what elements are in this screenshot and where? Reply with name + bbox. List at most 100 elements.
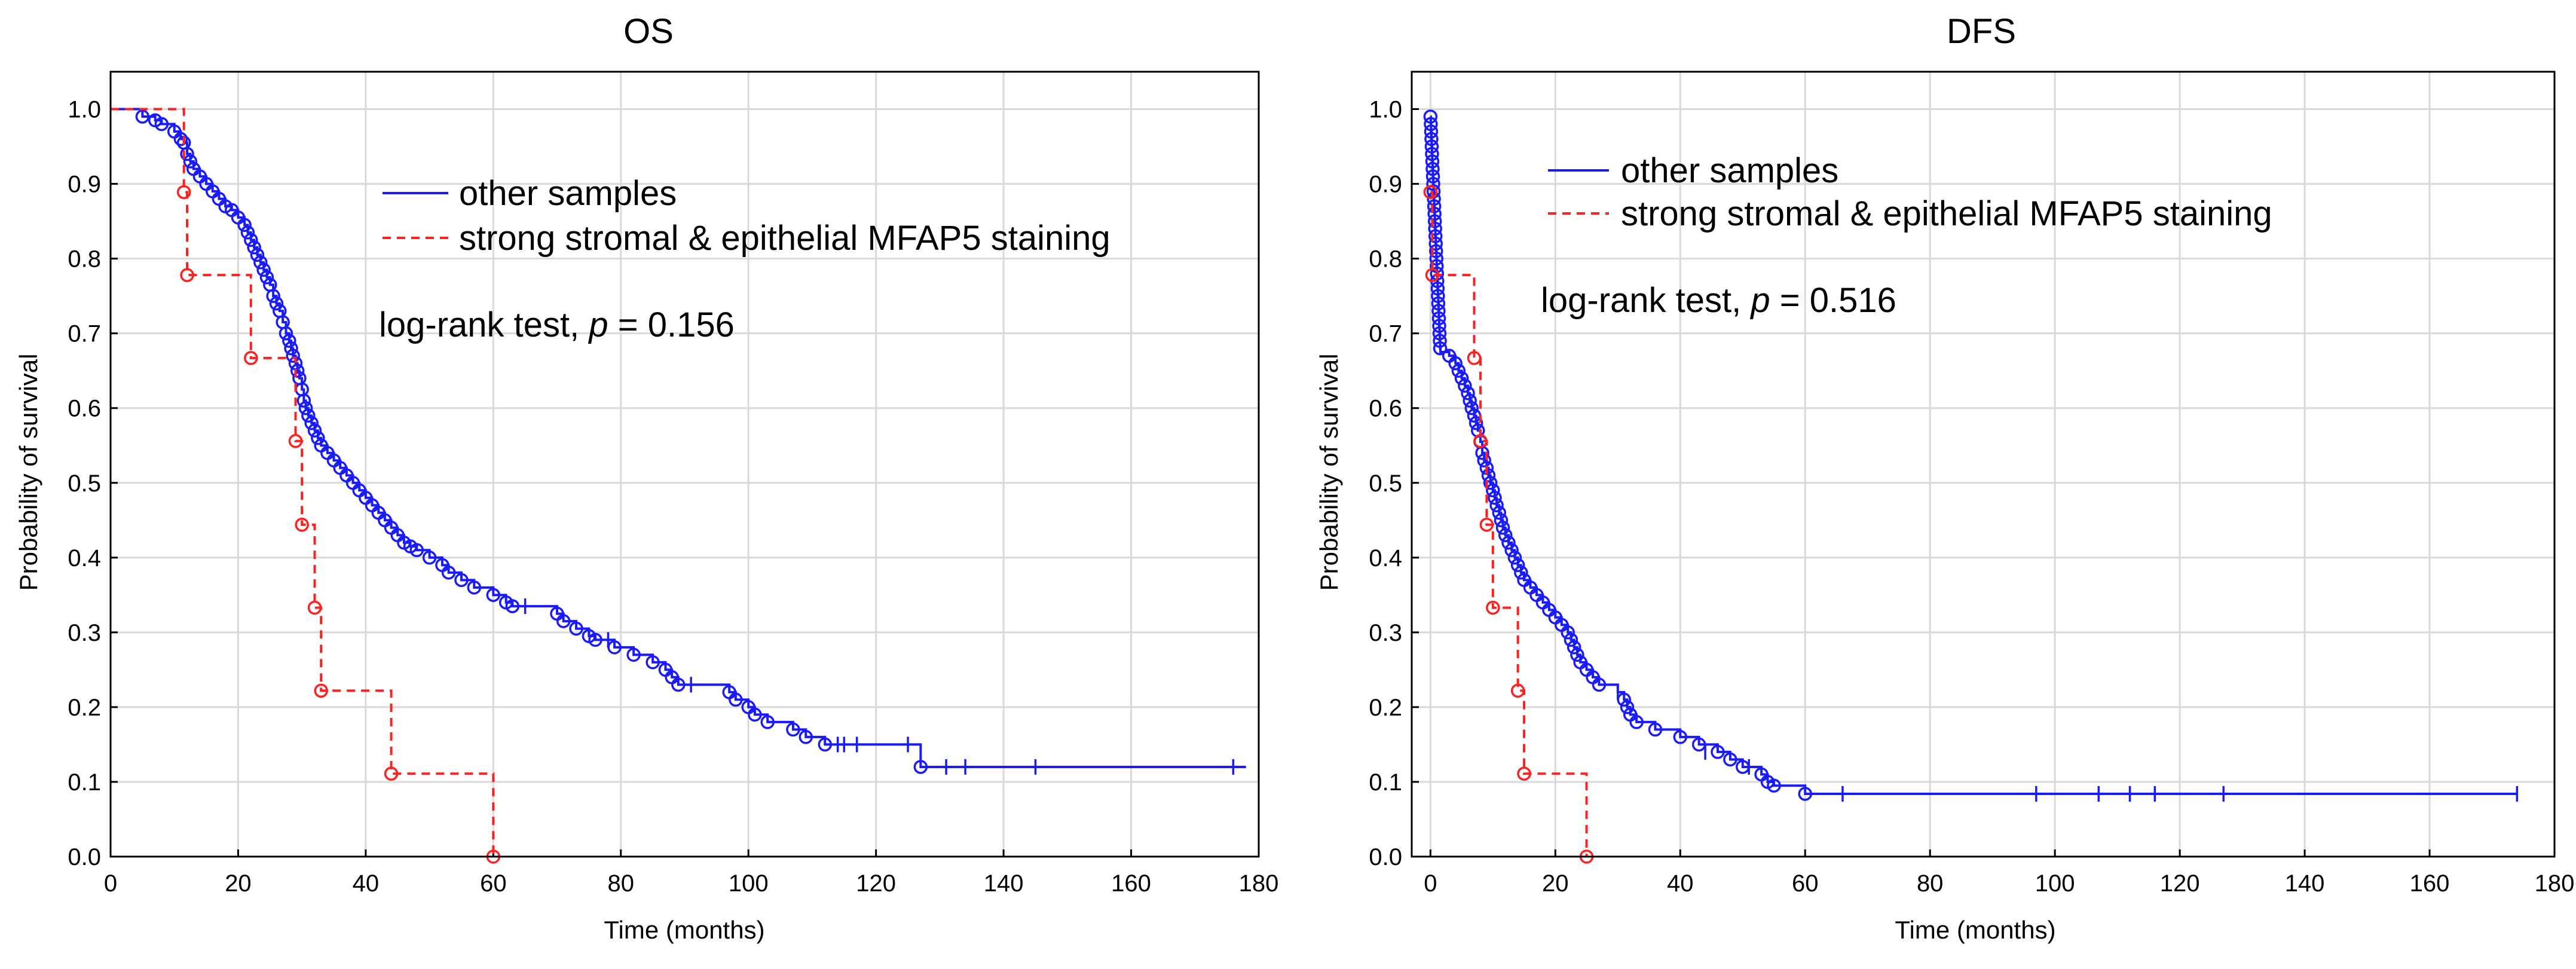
event-marker [1458, 378, 1472, 393]
dfs-chart: DFS 0 20 40 60 80 100 120 140 160 180 0.0 0.1 0.2 0.… [1315, 12, 2574, 944]
event-marker [786, 722, 800, 737]
event-marker [135, 109, 150, 124]
x-tick-label: 160 [1111, 870, 1151, 897]
annotation-value: = 0.156 [608, 305, 735, 344]
y-tick-label: 0.3 [1369, 620, 1402, 646]
x-tick-label: 40 [353, 870, 380, 897]
chart-title: OS [623, 12, 674, 51]
event-marker [259, 270, 274, 285]
legend: other samples strong stromal & epithelia… [383, 174, 1110, 258]
event-marker [311, 430, 325, 445]
event-marker [173, 132, 188, 146]
event-marker [307, 423, 322, 438]
event-marker [1489, 498, 1504, 513]
event-marker [1507, 551, 1522, 565]
chart-title: DFS [1947, 12, 2016, 51]
event-marker [1501, 536, 1516, 550]
event-marker [1510, 683, 1525, 698]
event-marker [307, 600, 322, 615]
event-marker [1451, 363, 1466, 378]
event-marker [244, 233, 258, 247]
y-axis-label: Probability of survival [1315, 354, 1343, 591]
y-tick-label: 0.5 [1369, 470, 1402, 497]
x-tick-label: 80 [1917, 870, 1944, 897]
event-marker [180, 146, 194, 161]
event-marker [1723, 752, 1737, 767]
x-tick-label: 60 [1792, 870, 1819, 897]
x-tick-label: 160 [2410, 870, 2450, 897]
event-marker [1428, 229, 1443, 243]
event-marker [298, 401, 313, 415]
event-marker [467, 580, 482, 595]
x-tick-label: 120 [856, 870, 896, 897]
x-tick-label: 60 [480, 870, 507, 897]
y-tick-label: 0.0 [68, 844, 101, 870]
event-marker [250, 247, 265, 262]
event-marker [304, 415, 319, 430]
event-marker [729, 692, 743, 707]
event-marker [1486, 600, 1500, 615]
event-marker [1620, 700, 1635, 714]
event-marker [588, 632, 602, 647]
event-marker [1564, 632, 1578, 647]
event-marker [1486, 483, 1500, 498]
x-tick-label: 140 [984, 870, 1024, 897]
annotation-prefix: log-rank test, [379, 305, 589, 344]
event-marker [1711, 745, 1725, 759]
event-marker [799, 730, 813, 744]
plot-frame [1411, 71, 2556, 858]
event-marker [1425, 154, 1440, 169]
event-marker [1488, 491, 1502, 505]
x-tick-label: 140 [2285, 870, 2325, 897]
event-marker [454, 573, 469, 588]
event-marker [176, 185, 191, 200]
event-marker [913, 760, 928, 774]
event-marker [1467, 351, 1482, 365]
legend-label-other: other samples [459, 174, 677, 213]
event-marker [1498, 528, 1513, 543]
event-marker [279, 326, 293, 341]
y-tick-label: 0.8 [68, 246, 101, 273]
x-tick-label: 20 [1542, 870, 1569, 897]
event-marker [1479, 518, 1494, 532]
y-tick-label: 0.0 [1369, 844, 1402, 870]
event-marker [286, 349, 300, 363]
legend-label-other: other samples [1621, 151, 1838, 190]
event-marker [1492, 506, 1507, 520]
annotation-prefix: log-rank test, [1541, 281, 1751, 320]
event-marker [1483, 476, 1498, 490]
survival-curve-other [111, 108, 1246, 768]
event-marker [1567, 640, 1581, 655]
y-tick-label: 0.2 [68, 695, 101, 721]
x-tick-label: 20 [225, 870, 252, 897]
y-tick-label: 0.1 [68, 769, 101, 796]
y-tick-label: 1.0 [1369, 97, 1402, 123]
x-tick-label: 100 [729, 870, 769, 897]
event-marker [1425, 169, 1440, 184]
x-tick-label: 120 [2160, 870, 2200, 897]
event-marker [1798, 787, 1812, 801]
event-marker [505, 599, 520, 613]
event-marker [1423, 109, 1438, 124]
legend: other samples strong stromal & epithelia… [1548, 151, 2272, 233]
event-marker [1481, 468, 1496, 483]
event-marker [240, 225, 255, 240]
event-marker [1767, 778, 1781, 793]
event-marker [645, 655, 660, 670]
event-marker [1477, 453, 1491, 467]
event-marker [154, 117, 169, 132]
event-marker [296, 393, 311, 408]
event-marker [1428, 236, 1443, 251]
event-marker [1430, 281, 1445, 296]
event-marker [409, 543, 424, 558]
event-marker [1570, 647, 1584, 662]
event-marker [1424, 124, 1439, 139]
y-tick-label: 0.4 [1369, 545, 1402, 571]
event-marker [180, 268, 194, 282]
survival-curve-other [1429, 115, 2517, 795]
event-marker [1431, 311, 1446, 326]
y-tick-label: 0.2 [1369, 695, 1402, 721]
event-marker [1448, 356, 1463, 371]
y-axis-label: Probability of survival [14, 354, 42, 591]
event-marker [1673, 730, 1688, 744]
